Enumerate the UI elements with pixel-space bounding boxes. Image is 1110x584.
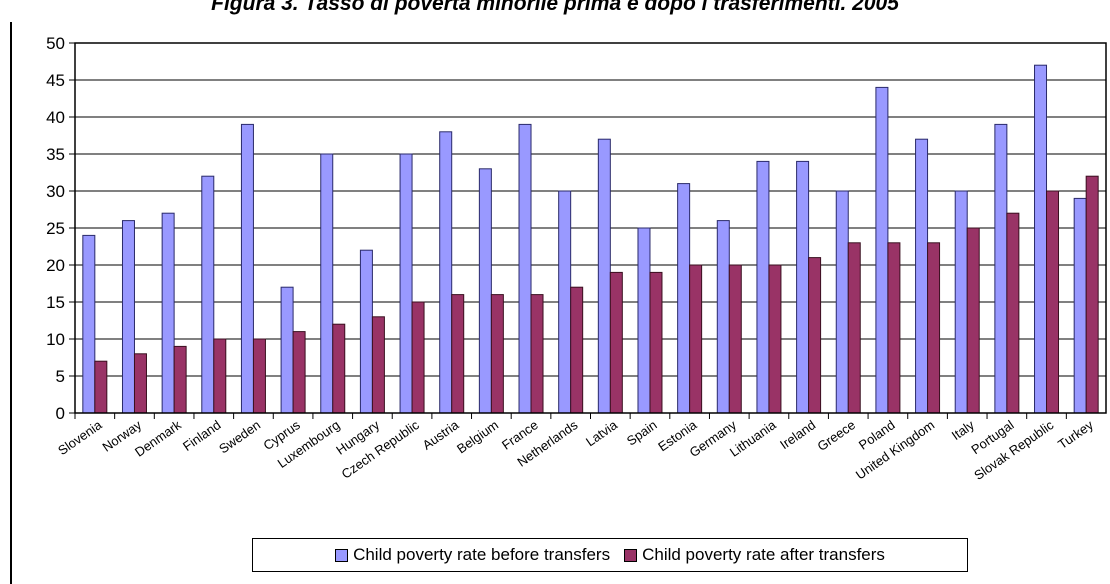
bar-after-25 [1085,175,1099,414]
bar-after-14 [649,271,663,414]
bar-after-21 [927,242,941,414]
bar-before-17 [756,160,770,414]
bar-after-12 [570,286,584,414]
page-left-border [10,22,12,584]
x-category-label: Finland [180,417,224,454]
bar-before-18 [796,160,810,414]
bar-before-23 [994,123,1008,414]
bar-after-10 [490,294,504,414]
bar-after-0 [94,360,108,414]
y-tick-label: 40 [46,108,65,127]
y-tick-label: 45 [46,71,65,90]
y-tick-label: 30 [46,182,65,201]
x-category-label: Lithuania [727,417,779,460]
bar-after-18 [808,257,822,414]
bar-after-1 [133,353,147,414]
y-tick-label: 35 [46,145,65,164]
bar-before-14 [637,227,651,414]
legend-label-before: Child poverty rate before transfers [353,545,611,564]
bar-after-24 [1046,190,1060,414]
x-category-label: Belgium [454,417,501,456]
bar-before-2 [161,212,175,414]
bar-after-6 [332,323,346,414]
bar-before-7 [359,249,373,414]
bar-before-19 [835,190,849,414]
bar-before-5 [280,286,294,414]
bar-after-7 [371,316,385,414]
legend-label-after: Child poverty rate after transfers [642,545,885,564]
legend-swatch-before [335,548,349,562]
bar-after-17 [768,264,782,414]
chart-legend: Child poverty rate before transfers Chil… [252,538,968,572]
plot-border [74,42,1107,414]
bar-before-11 [518,123,532,414]
legend-item-before: Child poverty rate before transfers [335,545,610,565]
bar-before-20 [875,86,889,414]
chart-title: Figura 3. Tasso di povertà minorile prim… [211,0,899,15]
bar-after-13 [609,271,623,414]
bar-after-20 [887,242,901,414]
bar-before-22 [954,190,968,414]
x-category-label: Greece [814,417,858,454]
y-tick-label: 50 [46,34,65,53]
bar-after-2 [173,345,187,414]
bar-before-21 [915,138,929,414]
bar-before-9 [439,131,453,414]
legend-item-after: Child poverty rate after transfers [624,545,885,565]
bar-after-19 [847,242,861,414]
bar-before-8 [399,153,413,414]
bar-after-3 [213,338,227,414]
bar-before-1 [121,220,135,414]
bar-after-4 [252,338,266,414]
bar-before-13 [597,138,611,414]
y-tick-label: 20 [46,256,65,275]
bar-after-9 [451,294,465,414]
bar-after-15 [689,264,703,414]
bar-after-16 [728,264,742,414]
x-category-label: Turkey [1055,417,1096,452]
axes [74,42,1107,414]
bar-before-6 [320,153,334,414]
x-category-label: Sweden [216,417,263,456]
bar-before-3 [201,175,215,414]
bar-after-8 [411,301,425,414]
y-tick-labels: 0 5 10 15 20 25 30 35 40 45 50 [46,34,65,423]
bar-before-15 [677,183,691,414]
x-category-label: Latvia [583,417,621,450]
bar-after-11 [530,294,544,414]
y-tick-label: 0 [56,404,65,423]
bar-before-4 [240,123,254,414]
legend-swatch-after [624,548,638,562]
bar-before-0 [82,234,96,414]
bars [74,64,1099,419]
x-category-label: Spain [624,417,660,448]
bar-after-5 [292,331,306,414]
x-category-label: Italy [949,417,978,443]
bar-before-24 [1034,64,1048,414]
x-category-labels: SloveniaNorwayDenmarkFinlandSwedenCyprus… [55,417,1096,483]
x-category-label: Ireland [777,417,818,452]
bar-before-12 [558,190,572,414]
bar-before-25 [1073,197,1087,414]
bar-after-23 [1006,212,1020,414]
y-tick-label: 10 [46,330,65,349]
y-tick-label: 25 [46,219,65,238]
y-tick-label: 15 [46,293,65,312]
y-tick-label: 5 [56,367,65,386]
bar-before-16 [716,220,730,414]
bar-after-22 [966,227,980,414]
bar-before-10 [478,168,492,414]
